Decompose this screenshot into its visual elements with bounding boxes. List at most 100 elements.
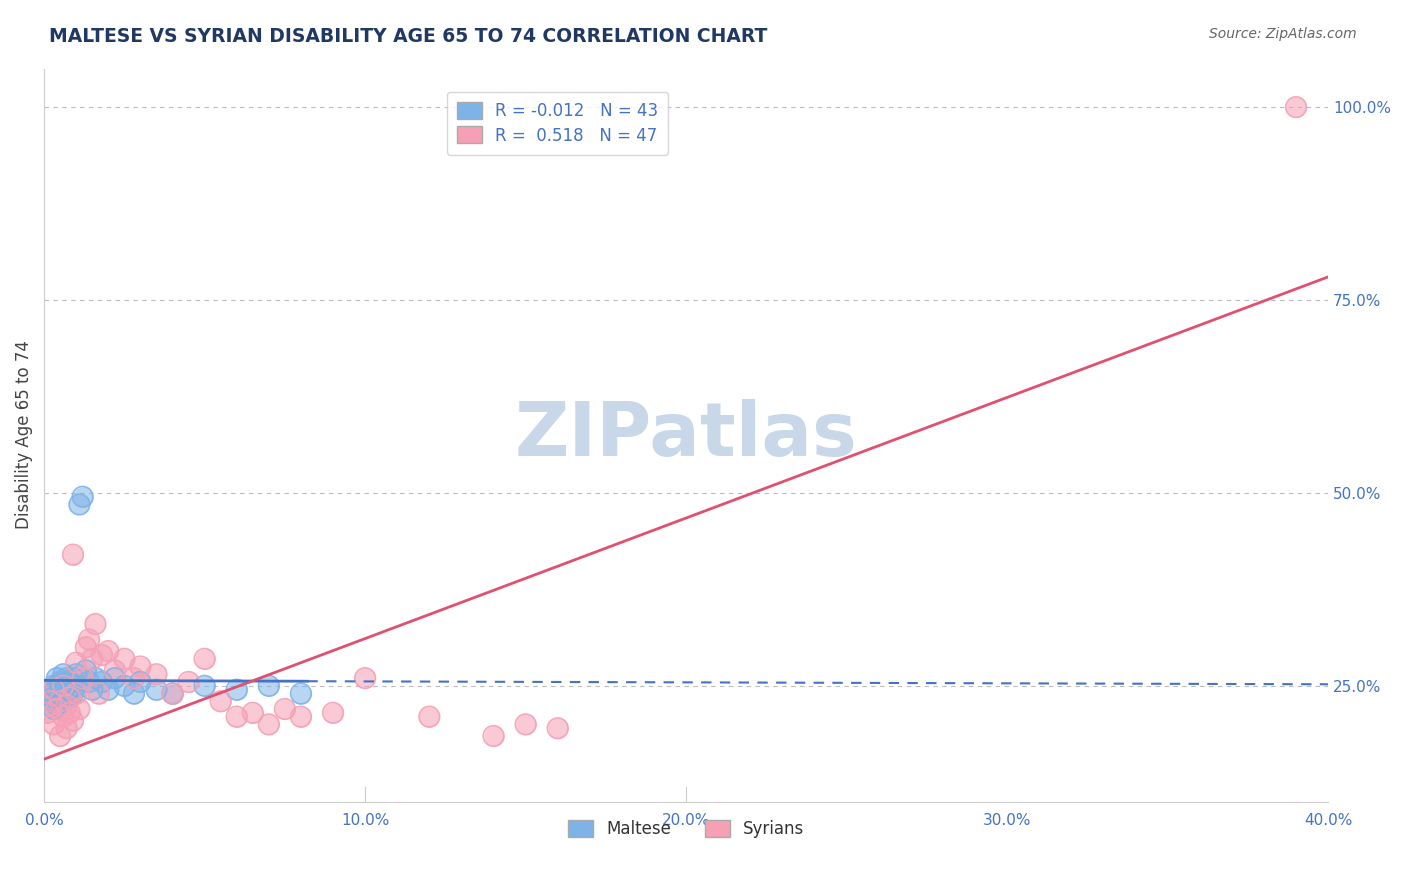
Point [225, 682, 247, 697]
Point [87, 687, 110, 701]
Point [274, 702, 297, 716]
Point [42, 679, 65, 693]
Point [97, 644, 120, 658]
Point [418, 709, 440, 723]
Point [55, 687, 77, 701]
Point [62, 714, 84, 728]
Point [62, 714, 84, 728]
Point [65, 687, 87, 701]
Point [162, 687, 184, 701]
Point [39, 694, 62, 708]
Point [122, 687, 145, 701]
Point [46, 698, 69, 712]
Point [112, 679, 135, 693]
Point [72, 671, 94, 685]
Point [46, 702, 69, 716]
Point [354, 671, 377, 685]
Point [52, 667, 75, 681]
Point [82, 682, 104, 697]
Point [39, 694, 62, 708]
Point [104, 671, 127, 685]
Point [129, 659, 152, 673]
Point [59, 690, 82, 705]
Point [55, 687, 77, 701]
Point [322, 706, 344, 720]
Point [42, 717, 65, 731]
Point [62, 687, 84, 701]
Point [37, 682, 59, 697]
Point [274, 702, 297, 716]
Point [52, 709, 75, 723]
Point [49, 679, 72, 693]
Point [129, 675, 152, 690]
Point [129, 659, 152, 673]
Point [65, 679, 87, 693]
Point [322, 706, 344, 720]
Point [97, 682, 120, 697]
Point [59, 675, 82, 690]
Point [65, 667, 87, 681]
Text: ZIPatlas: ZIPatlas [515, 399, 858, 472]
Point [49, 729, 72, 743]
Point [90, 675, 112, 690]
Point [52, 667, 75, 681]
Point [39, 687, 62, 701]
Point [37, 706, 59, 720]
Point [482, 729, 505, 743]
Point [75, 664, 97, 678]
Point [59, 706, 82, 720]
Point [194, 652, 217, 666]
Point [42, 717, 65, 731]
Point [39, 687, 62, 701]
Point [49, 679, 72, 693]
Point [65, 687, 87, 701]
Point [82, 652, 104, 666]
Point [104, 671, 127, 685]
Point [112, 652, 135, 666]
Point [67, 498, 90, 512]
Point [49, 729, 72, 743]
Point [52, 682, 75, 697]
Point [39, 694, 62, 708]
Point [42, 702, 65, 716]
Point [55, 679, 77, 693]
Y-axis label: Disability Age 65 to 74: Disability Age 65 to 74 [15, 341, 32, 530]
Point [104, 664, 127, 678]
Point [37, 682, 59, 697]
Point [46, 698, 69, 712]
Text: Source: ZipAtlas.com: Source: ZipAtlas.com [1209, 27, 1357, 41]
Point [129, 675, 152, 690]
Point [42, 679, 65, 693]
Point [42, 690, 65, 705]
Point [55, 698, 77, 712]
Point [145, 667, 167, 681]
Legend: Maltese, Syrians: Maltese, Syrians [561, 813, 811, 845]
Point [65, 656, 87, 670]
Point [290, 687, 312, 701]
Point [209, 694, 232, 708]
Point [257, 717, 280, 731]
Point [515, 717, 537, 731]
Point [59, 682, 82, 697]
Point [55, 671, 77, 685]
Point [77, 632, 100, 647]
Point [72, 490, 94, 504]
Point [75, 664, 97, 678]
Point [194, 652, 217, 666]
Point [418, 709, 440, 723]
Point [72, 490, 94, 504]
Point [84, 617, 107, 632]
Point [97, 644, 120, 658]
Point [77, 675, 100, 690]
Point [46, 671, 69, 685]
Point [49, 687, 72, 701]
Point [52, 682, 75, 697]
Point [46, 671, 69, 685]
Point [42, 702, 65, 716]
Point [290, 709, 312, 723]
Point [482, 729, 505, 743]
Point [49, 687, 72, 701]
Point [67, 702, 90, 716]
Point [177, 675, 200, 690]
Point [112, 679, 135, 693]
